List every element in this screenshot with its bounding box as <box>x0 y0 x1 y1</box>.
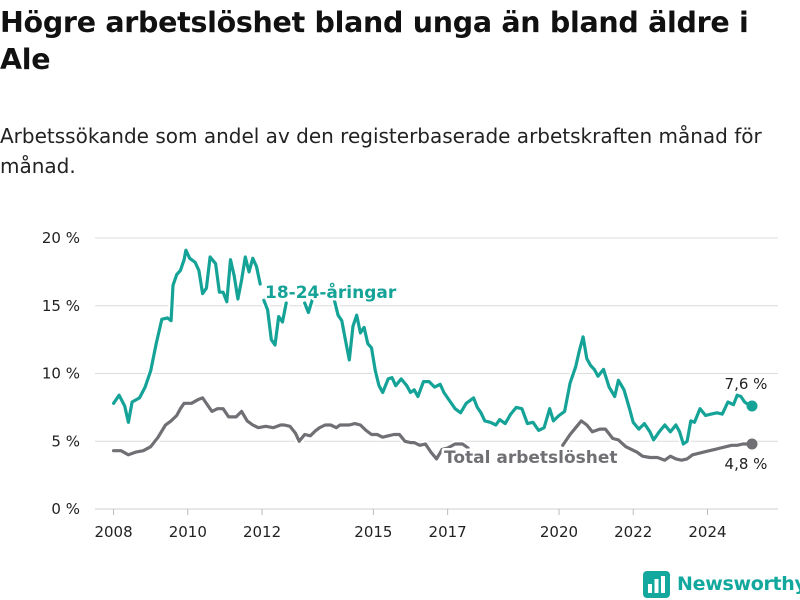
x-tick-label: 2008 <box>94 523 132 541</box>
series-line-total <box>561 419 754 462</box>
end-value-label-youth: 7,6 % <box>725 375 768 393</box>
series-line-youth <box>303 298 314 315</box>
y-axis-ticks: 0 % 5 % 10 % 15 % 20 % <box>42 229 80 518</box>
series-lines <box>110 246 758 464</box>
series-line-youth <box>262 298 288 347</box>
y-tick-label: 5 % <box>51 432 80 450</box>
end-point-marker <box>746 400 758 412</box>
x-axis-ticks: 2008 2010 2012 2015 2017 2020 2022 2024 <box>94 509 727 541</box>
y-tick-label: 15 % <box>42 297 80 315</box>
x-tick-label: 2010 <box>169 523 207 541</box>
y-tick-label: 10 % <box>42 365 80 383</box>
series-label-total-halo: Total arbetslöshet <box>444 448 618 468</box>
x-tick-label: 2024 <box>688 523 726 541</box>
chart-title: Högre arbetslöshet bland unga än bland ä… <box>0 6 749 76</box>
chart-subtitle: Arbetssökande som andel av den registerb… <box>0 124 762 178</box>
series-label-youth: 18-24-åringar <box>265 281 397 303</box>
x-tick-label: 2022 <box>614 523 652 541</box>
grid-lines <box>95 237 778 510</box>
end-point-marker <box>746 438 758 450</box>
x-tick-label: 2015 <box>354 523 392 541</box>
brand-name: Newsworthy <box>677 573 800 595</box>
series-halo <box>110 246 264 426</box>
series-line-total <box>112 396 470 461</box>
series-label-total: Total arbetslöshet <box>444 448 618 468</box>
y-tick-label: 0 % <box>51 500 80 518</box>
series-label-youth-halo: 18-24-åringar <box>265 281 397 303</box>
newsworthy-logo: Newsworthy <box>643 569 800 599</box>
bar-chart-logo-icon <box>643 570 670 598</box>
x-tick-label: 2020 <box>540 523 578 541</box>
y-tick-label: 20 % <box>42 229 80 247</box>
x-tick-label: 2012 <box>243 523 281 541</box>
x-tick-label: 2017 <box>429 523 467 541</box>
series-line-youth <box>112 248 262 424</box>
end-value-label-total: 4,8 % <box>725 455 768 473</box>
series-line-youth <box>332 298 754 446</box>
line-chart: 0 %5 %10 %15 %20 % 2008 2010 2012 2015 2017 2… <box>42 229 778 541</box>
